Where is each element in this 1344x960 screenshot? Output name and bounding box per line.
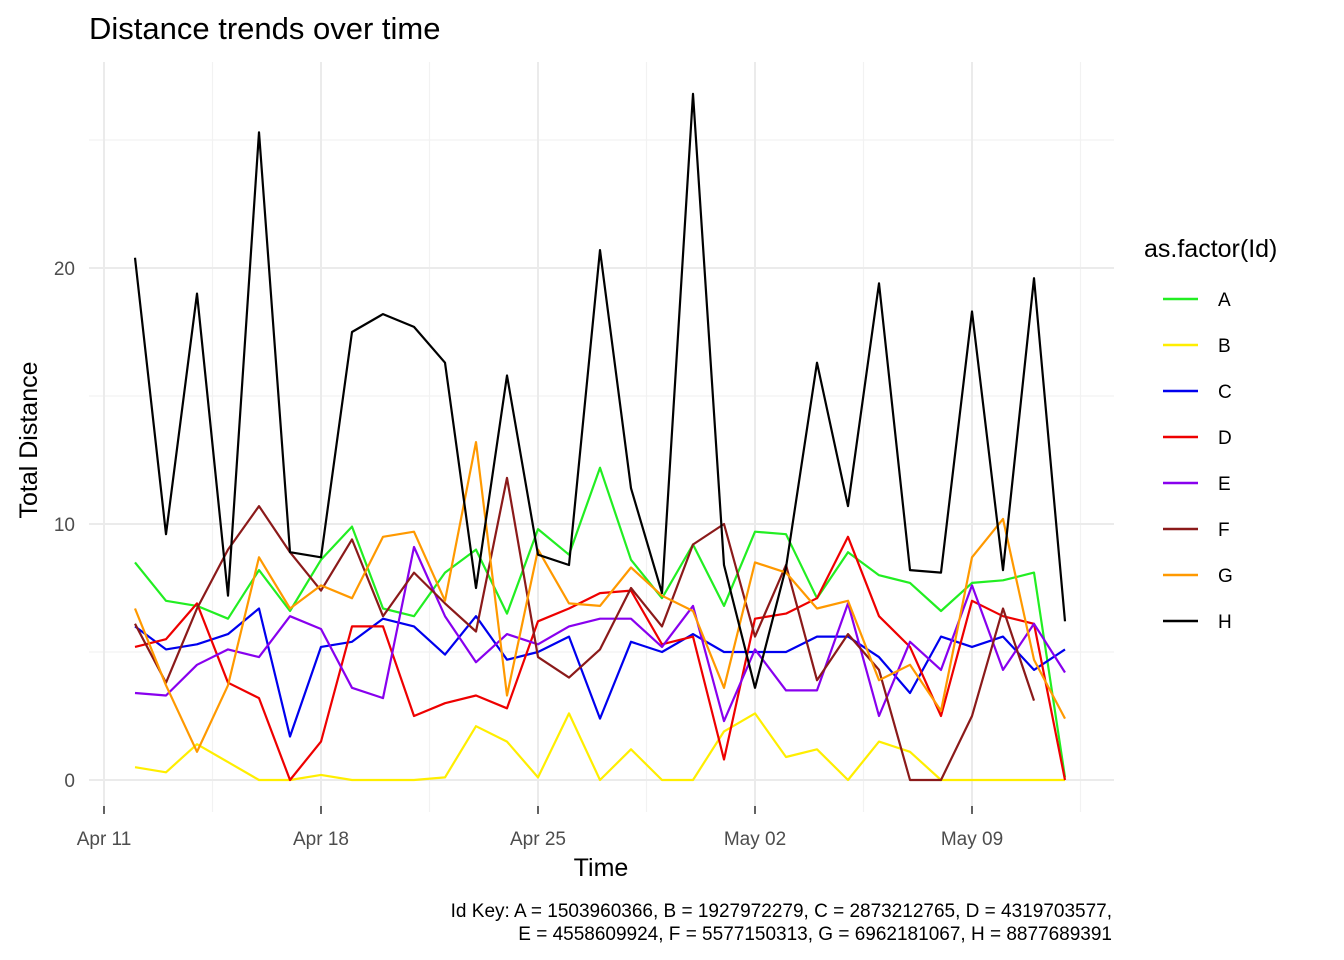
legend-title: as.factor(Id) [1144, 235, 1277, 263]
y-axis-title: Total Distance [15, 361, 43, 518]
y-tick-label: 0 [64, 771, 75, 792]
x-tick-label: May 02 [724, 829, 786, 850]
legend-label-F: F [1218, 520, 1230, 541]
legend-label-G: G [1218, 566, 1233, 587]
series-line-F [134, 476, 1036, 782]
x-tick-label: Apr 18 [293, 829, 349, 850]
legend-label-E: E [1218, 474, 1231, 495]
series-line-H [133, 92, 1067, 689]
x-axis-ticks: Apr 11 Apr 18 Apr 25 May 02 May 09 [77, 806, 1003, 850]
series-line-E [134, 545, 1066, 723]
series-line-B [134, 712, 1065, 782]
legend-label-B: B [1218, 336, 1231, 357]
legend-label-C: C [1218, 382, 1232, 403]
legend-label-H: H [1218, 612, 1232, 633]
y-tick-label: 10 [54, 515, 75, 536]
y-tick-label: 20 [54, 259, 75, 280]
series-line-D [134, 535, 1067, 782]
grid [89, 62, 1114, 812]
caption-line-1: Id Key: A = 1503960366, B = 1927972279, … [451, 901, 1112, 922]
series-line-A [134, 466, 1067, 778]
series-line-G [133, 441, 1066, 753]
x-tick-label: Apr 11 [77, 829, 132, 850]
x-tick-label: Apr 25 [510, 829, 566, 850]
chart-title: Distance trends over time [89, 11, 440, 46]
legend: as.factor(Id) A B C D E F G H [1144, 235, 1277, 633]
y-axis-ticks: 0 10 20 [54, 259, 75, 792]
series-line-C [134, 607, 1066, 738]
x-tick-label: May 09 [941, 829, 1003, 850]
legend-label-A: A [1218, 290, 1231, 311]
series-lines [133, 92, 1067, 782]
caption-line-2: E = 4558609924, F = 5577150313, G = 6962… [518, 924, 1112, 945]
x-axis-title: Time [574, 854, 629, 882]
legend-label-D: D [1218, 428, 1232, 449]
